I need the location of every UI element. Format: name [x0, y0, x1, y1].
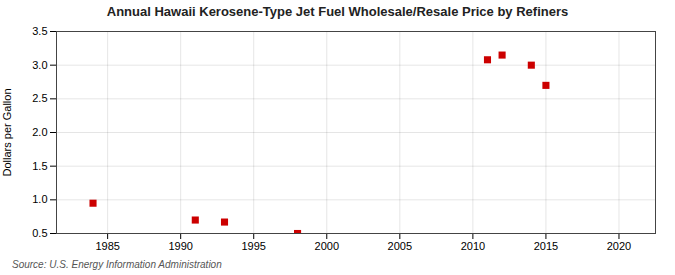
svg-text:0.5: 0.5	[32, 227, 47, 239]
svg-text:Dollars per Gallon: Dollars per Gallon	[1, 88, 13, 176]
svg-text:2015: 2015	[534, 240, 558, 252]
svg-text:2010: 2010	[461, 240, 485, 252]
html-text:Annual Hawaii Kerosene-Type Je: Annual Hawaii Kerosene-Type Jet Fuel Who…	[106, 4, 569, 19]
svg-text:1990: 1990	[168, 240, 192, 252]
svg-text:2.0: 2.0	[32, 126, 47, 138]
svg-text:3.0: 3.0	[32, 59, 47, 71]
svg-text:2000: 2000	[315, 240, 339, 252]
svg-text:1.5: 1.5	[32, 160, 47, 172]
svg-text:2005: 2005	[388, 240, 412, 252]
svg-text:2020: 2020	[607, 240, 631, 252]
svg-text:1.0: 1.0	[32, 193, 47, 205]
svg-text:3.5: 3.5	[32, 25, 47, 37]
svg-text:2.5: 2.5	[32, 92, 47, 104]
svg-text:1995: 1995	[241, 240, 265, 252]
html-text:Source: U.S. Energy Informatio: Source: U.S. Energy Information Administ…	[12, 259, 222, 270]
svg-text:1985: 1985	[95, 240, 119, 252]
